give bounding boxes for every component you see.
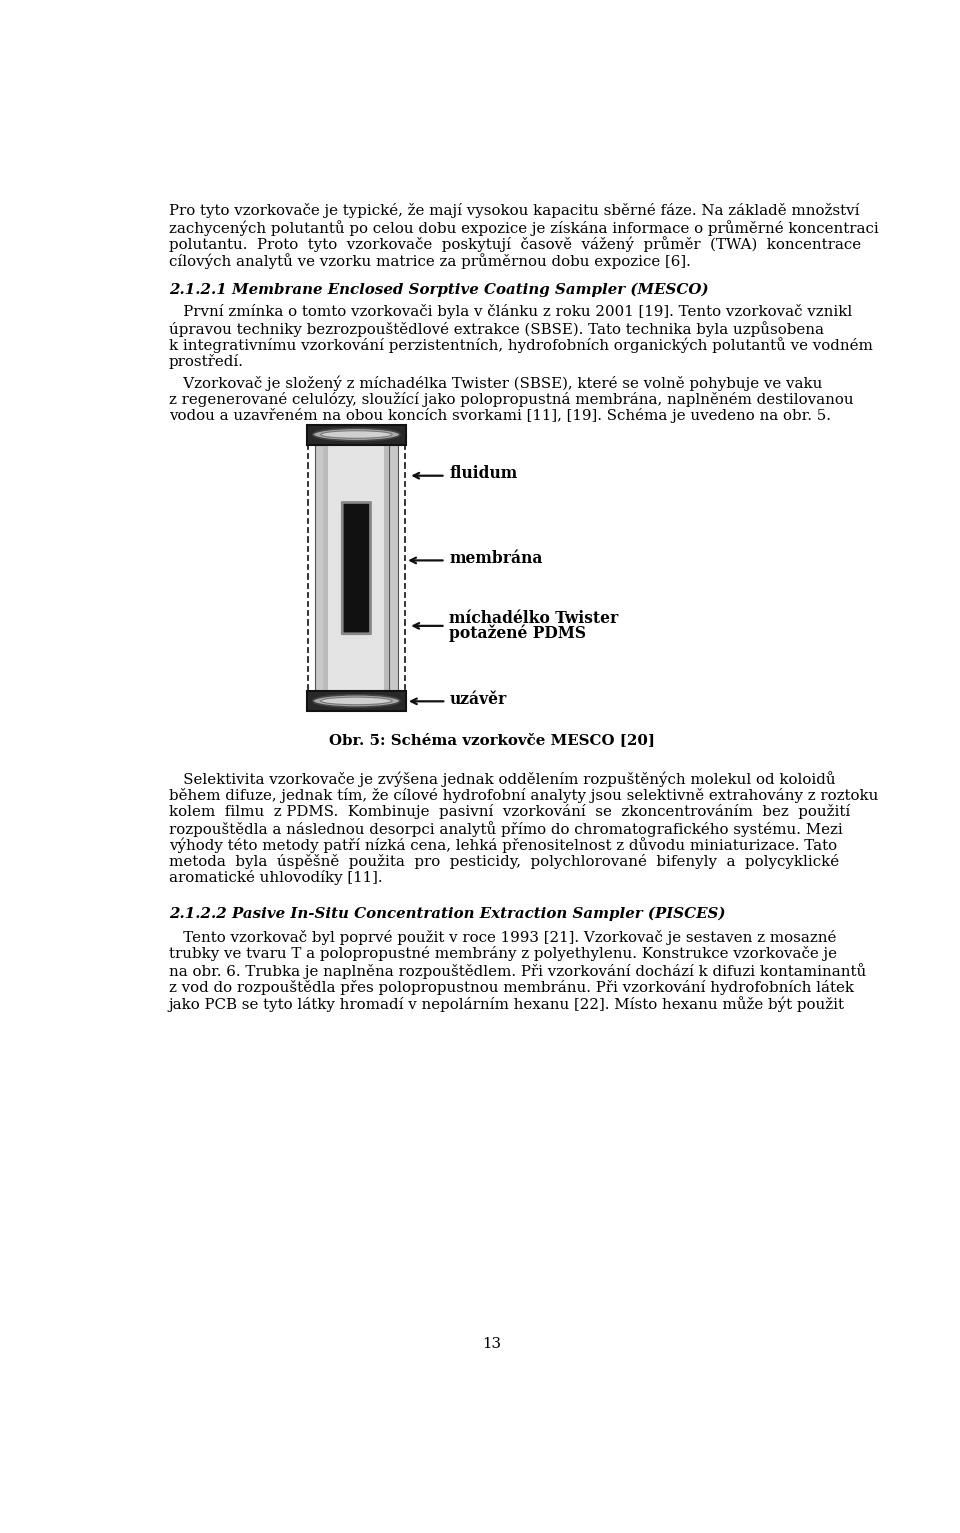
Text: rozpouštědla a následnou desorpci analytů přímo do chromatografického systému. M: rozpouštědla a následnou desorpci analyt… bbox=[169, 820, 843, 837]
Text: Obr. 5: Schéma vzorkovče MESCO [20]: Obr. 5: Schéma vzorkovče MESCO [20] bbox=[329, 733, 655, 747]
Text: během difuze, jednak tím, že cílové hydrofobní analyty jsou selektivně extrahová: během difuze, jednak tím, že cílové hydr… bbox=[169, 788, 878, 803]
Text: Pro tyto vzorkovače je typické, že mají vysokou kapacitu sběrné fáze. Na základě: Pro tyto vzorkovače je typické, že mají … bbox=[169, 204, 859, 218]
Text: úpravou techniky bezrozpouštědlové extrakce (SBSE). Tato technika byla uzpůsoben: úpravou techniky bezrozpouštědlové extra… bbox=[169, 320, 824, 337]
Text: membrána: membrána bbox=[449, 550, 542, 567]
Text: z vod do rozpouštědla přes polopropustnou membránu. Při vzorkování hydrofobních : z vod do rozpouštědla přes polopropustno… bbox=[169, 980, 853, 995]
Text: fluidum: fluidum bbox=[449, 466, 517, 483]
Text: na obr. 6. Trubka je naplněna rozpouštědlem. Při vzorkování dochází k difuzi kon: na obr. 6. Trubka je naplněna rozpouštěd… bbox=[169, 963, 866, 980]
Text: míchadélko Twister: míchadélko Twister bbox=[449, 610, 618, 627]
Text: metoda  byla  úspěšně  použita  pro  pesticidy,  polychlorované  bifenyly  a  po: metoda byla úspěšně použita pro pesticid… bbox=[169, 854, 839, 869]
Bar bbox=[324, 445, 389, 691]
Text: Selektivita vzorkovače je zvýšena jednak oddělením rozpuštěných molekul od koloi: Selektivita vzorkovače je zvýšena jednak… bbox=[169, 771, 835, 786]
Text: Vzorkovač je složený z míchadélka Twister (SBSE), které se volně pohybuje ve vak: Vzorkovač je složený z míchadélka Twiste… bbox=[169, 376, 822, 391]
Bar bbox=[389, 445, 398, 691]
Text: potažené PDMS: potažené PDMS bbox=[449, 624, 587, 642]
Text: První zmínka o tomto vzorkovači byla v článku z roku 2001 [19]. Tento vzorkovač : První zmínka o tomto vzorkovači byla v č… bbox=[169, 304, 852, 319]
Text: prostředí.: prostředí. bbox=[169, 354, 244, 369]
Ellipse shape bbox=[313, 428, 400, 440]
FancyBboxPatch shape bbox=[341, 501, 372, 635]
FancyBboxPatch shape bbox=[344, 504, 370, 633]
Text: z regenerované celulózy, sloužící jako polopropustná membrána, naplněném destilo: z regenerované celulózy, sloužící jako p… bbox=[169, 392, 853, 406]
Ellipse shape bbox=[321, 698, 392, 705]
Text: k integrativnímu vzorkování perzistentních, hydrofobních organických polutantů v: k integrativnímu vzorkování perzistentní… bbox=[169, 337, 873, 353]
Text: trubky ve tvaru T a polopropustné membrány z polyethylenu. Konstrukce vzorkovače: trubky ve tvaru T a polopropustné membrá… bbox=[169, 946, 837, 961]
Bar bbox=[384, 445, 389, 691]
Text: aromatické uhlovodíky [11].: aromatické uhlovodíky [11]. bbox=[169, 871, 382, 886]
Text: vodou a uzavřeném na obou koncích svorkami [11], [19]. Schéma je uvedeno na obr.: vodou a uzavřeném na obou koncích svorka… bbox=[169, 408, 830, 423]
Bar bbox=[307, 691, 406, 711]
Ellipse shape bbox=[321, 431, 392, 438]
Text: 13: 13 bbox=[483, 1337, 501, 1351]
Text: 2.1.2.1 Membrane Enclosed Sorptive Coating Sampler (MESCO): 2.1.2.1 Membrane Enclosed Sorptive Coati… bbox=[169, 282, 708, 297]
Text: polutantu.  Proto  tyto  vzorkovače  poskytují  časově  vážený  průměr  (TWA)  k: polutantu. Proto tyto vzorkovače poskytu… bbox=[169, 236, 861, 253]
Ellipse shape bbox=[313, 694, 400, 707]
Text: zachycených polutantů po celou dobu expozice je získána informace o průměrné kon: zachycených polutantů po celou dobu expo… bbox=[169, 219, 878, 236]
Text: jako PCB se tyto látky hromadí v nepolárním hexanu [22]. Místo hexanu může být p: jako PCB se tyto látky hromadí v nepolár… bbox=[169, 996, 845, 1012]
Bar bbox=[315, 445, 324, 691]
Bar bbox=[307, 425, 406, 445]
Text: kolem  filmu  z PDMS.  Kombinuje  pasivní  vzorkování  se  zkoncentrováním  bez : kolem filmu z PDMS. Kombinuje pasivní vz… bbox=[169, 805, 850, 819]
Bar bbox=[324, 445, 328, 691]
Text: výhody této metody patří nízká cena, lehká přenositelnost z důvodu miniaturizace: výhody této metody patří nízká cena, leh… bbox=[169, 837, 837, 852]
Text: 2.1.2.2 Pasive In-Situ Concentration Extraction Sampler (PISCES): 2.1.2.2 Pasive In-Situ Concentration Ext… bbox=[169, 906, 726, 921]
Text: uzávěr: uzávěr bbox=[450, 691, 508, 708]
Text: cílových analytů ve vzorku matrice za průměrnou dobu expozice [6].: cílových analytů ve vzorku matrice za pr… bbox=[169, 253, 690, 268]
Text: Tento vzorkovač byl poprvé použit v roce 1993 [21]. Vzorkovač je sestaven z mosa: Tento vzorkovač byl poprvé použit v roce… bbox=[169, 931, 836, 944]
